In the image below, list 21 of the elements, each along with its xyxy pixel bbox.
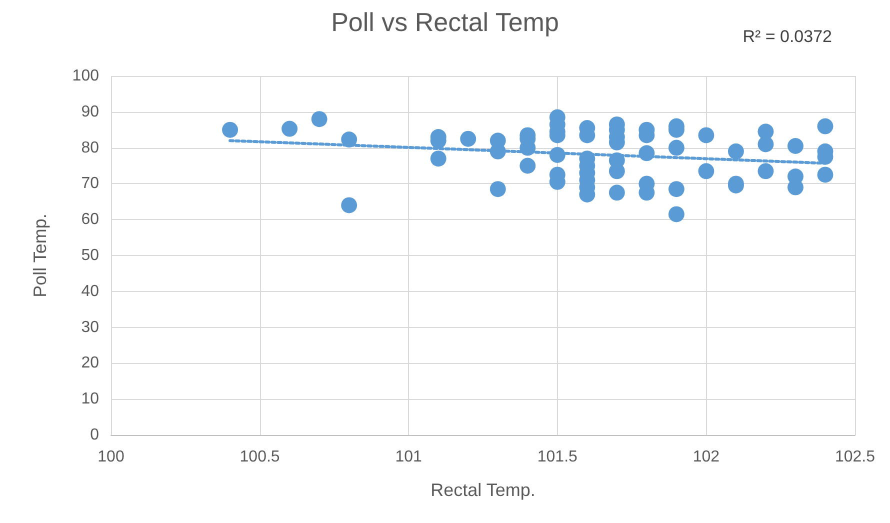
- y-tick-label: 20: [81, 354, 100, 372]
- text: R² = 0.0372: [742, 27, 832, 46]
- y-tick-label: 10: [81, 390, 100, 408]
- y-tick-label: 100: [72, 68, 100, 84]
- y-tick-label: 90: [81, 103, 100, 120]
- x-tick-label: 101: [395, 448, 422, 466]
- y-tick-label: 50: [81, 247, 100, 264]
- x-tick-label: 102.5: [834, 448, 876, 466]
- x-tick-label: 100.5: [240, 448, 280, 466]
- y-axis-title: Poll Temp.: [30, 214, 50, 298]
- y-tick-label: 80: [81, 139, 100, 156]
- x-tick-label: 102: [692, 448, 720, 466]
- y-tick-label: 70: [81, 175, 100, 192]
- x-tick-label: 100: [98, 448, 124, 466]
- y-tick-label: 60: [81, 211, 100, 228]
- y-tick-label: 30: [81, 318, 100, 336]
- y-tick-label: 0: [90, 426, 100, 444]
- chart-title: Poll vs Rectal Temp: [331, 7, 559, 37]
- x-tick-label: 101.5: [537, 448, 578, 466]
- x-axis-title: Rectal Temp.: [430, 480, 536, 500]
- y-tick-label: 40: [81, 282, 100, 300]
